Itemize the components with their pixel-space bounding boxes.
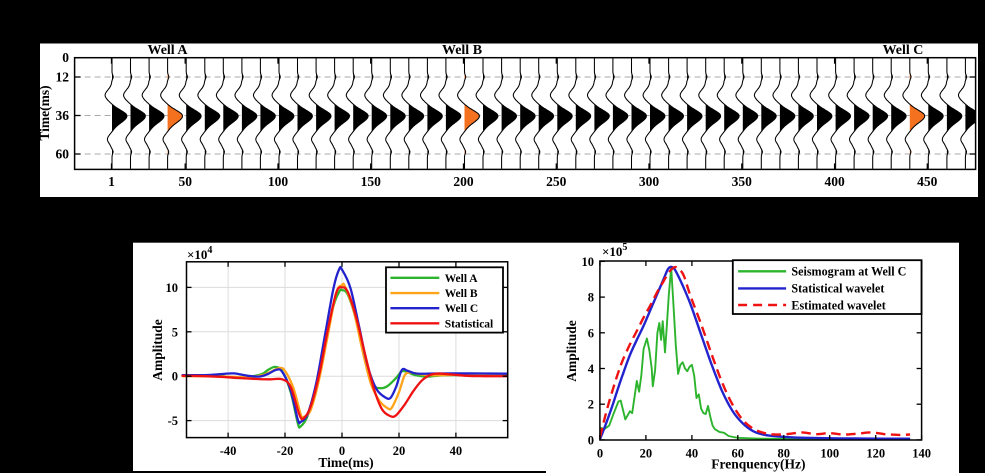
svg-text:0: 0 xyxy=(588,433,594,447)
svg-text:Estimated wavelet: Estimated wavelet xyxy=(791,298,885,312)
svg-text:40: 40 xyxy=(450,444,463,458)
svg-text:50: 50 xyxy=(178,174,192,189)
svg-text:0: 0 xyxy=(172,370,178,384)
svg-text:100: 100 xyxy=(820,447,839,461)
svg-text:Frenquency(Hz): Frenquency(Hz) xyxy=(711,457,805,472)
svg-text:100: 100 xyxy=(268,174,289,189)
svg-text:Well B: Well B xyxy=(445,288,478,300)
svg-text:300: 300 xyxy=(639,174,660,189)
svg-text:-40: -40 xyxy=(220,444,237,458)
svg-text:-5: -5 xyxy=(168,414,178,428)
svg-text:10: 10 xyxy=(166,281,179,295)
svg-text:140: 140 xyxy=(912,447,931,461)
svg-text:12: 12 xyxy=(56,70,70,85)
svg-text:Amplitude: Amplitude xyxy=(150,319,165,381)
svg-text:2: 2 xyxy=(588,398,594,412)
svg-text:200: 200 xyxy=(453,174,474,189)
svg-text:120: 120 xyxy=(866,447,885,461)
svg-text:Amplitude: Amplitude xyxy=(564,320,579,382)
svg-text:40: 40 xyxy=(686,447,699,461)
svg-text:350: 350 xyxy=(732,174,753,189)
svg-text:Time(ms): Time(ms) xyxy=(37,85,52,140)
svg-text:Statistical wavelet: Statistical wavelet xyxy=(791,282,884,296)
svg-text:1: 1 xyxy=(108,174,115,189)
svg-text:250: 250 xyxy=(546,174,567,189)
svg-text:0: 0 xyxy=(339,444,345,458)
svg-text:20: 20 xyxy=(640,447,653,461)
svg-text:×104: ×104 xyxy=(187,245,212,262)
svg-text:150: 150 xyxy=(361,174,382,189)
svg-text:Well C: Well C xyxy=(445,303,479,315)
svg-text:Well B: Well B xyxy=(442,43,482,58)
svg-text:Well A: Well A xyxy=(445,273,479,285)
svg-text:Well A: Well A xyxy=(147,43,188,58)
svg-text:400: 400 xyxy=(824,174,845,189)
svg-text:0: 0 xyxy=(597,447,603,461)
svg-text:20: 20 xyxy=(393,444,406,458)
svg-text:8: 8 xyxy=(588,291,594,305)
svg-text:Well C: Well C xyxy=(883,43,924,58)
svg-text:0: 0 xyxy=(62,50,69,65)
svg-text:×105: ×105 xyxy=(602,242,627,259)
svg-text:450: 450 xyxy=(917,174,938,189)
svg-text:5: 5 xyxy=(172,325,178,339)
svg-text:4: 4 xyxy=(588,362,595,376)
svg-text:60: 60 xyxy=(56,147,70,162)
svg-text:60: 60 xyxy=(732,447,745,461)
svg-text:6: 6 xyxy=(588,326,594,340)
svg-text:Seismogram at Well C: Seismogram at Well C xyxy=(791,265,906,279)
svg-text:Time(ms): Time(ms) xyxy=(318,455,373,470)
svg-text:Statistical: Statistical xyxy=(445,318,494,330)
svg-text:80: 80 xyxy=(778,447,791,461)
svg-text:36: 36 xyxy=(56,108,70,123)
svg-text:-20: -20 xyxy=(277,444,294,458)
svg-text:10: 10 xyxy=(582,255,595,269)
